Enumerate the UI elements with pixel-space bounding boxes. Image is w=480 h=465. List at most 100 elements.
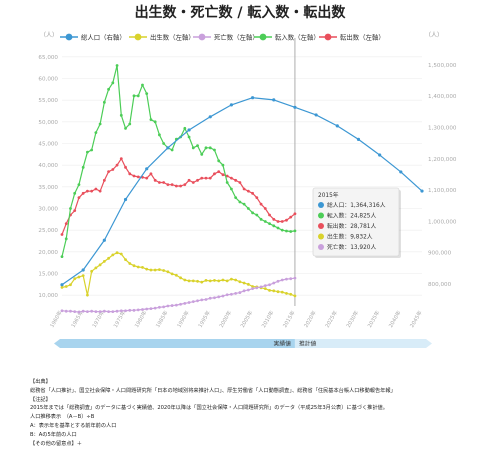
data-point [208,146,212,150]
data-point [263,207,267,210]
data-point [255,213,259,217]
data-point [132,264,136,268]
data-point [149,118,153,122]
legend-swatch-dot [324,33,332,41]
gridlines [62,56,422,296]
data-point [60,233,64,236]
data-point [158,268,161,271]
data-point [115,163,119,167]
data-point [115,251,119,255]
data-point [145,267,149,271]
x-tick-label: 2035年 [365,309,381,329]
data-point [81,309,85,313]
data-point [107,170,110,174]
notes-section: 【出典】 総務省「人口推計」、国立社会保障・人口問題研究所「日本の地域別将来推計… [30,378,470,448]
right-axis-unit: （人） [425,32,443,39]
data-point [200,280,204,284]
data-point [149,268,153,272]
data-point [162,142,166,145]
data-point [230,187,233,191]
x-tick-label: 1980年 [132,309,148,329]
x-tick-label: 1995年 [196,309,212,329]
data-point [145,167,149,171]
data-point [179,184,182,188]
data-point [115,64,119,67]
data-point [285,229,288,233]
data-point [107,87,110,91]
data-point [73,191,77,195]
data-point [225,174,229,178]
right-tick-label: 1,100,000 [428,188,457,194]
tooltip-dot [318,233,324,240]
data-point [136,94,140,98]
data-point [285,218,288,222]
data-point [242,289,246,293]
data-point [69,283,72,287]
data-point [187,135,191,139]
data-point [119,113,123,117]
data-point [204,176,208,180]
data-point [149,307,153,310]
data-point [77,310,81,314]
data-point [259,285,263,289]
data-point [272,224,276,228]
data-point [124,165,127,169]
x-tick-label: 2045年 [408,309,424,329]
data-point [128,262,132,265]
data-point [259,202,263,206]
data-point [268,222,271,226]
data-point [123,197,128,202]
data-point [98,310,102,314]
more-notes-toggle[interactable]: 【その他の留意点】＋ [30,440,82,447]
data-point [251,285,254,288]
data-point [64,309,68,313]
data-point [111,310,115,314]
data-point [251,191,254,195]
data-point [229,103,234,107]
data-point [191,279,195,283]
x-tick-label: 2030年 [344,309,360,329]
data-point [293,276,297,280]
data-point [242,202,246,206]
data-point [378,153,382,157]
data-point [86,189,89,193]
left-tick-label: 35,000 [38,185,58,191]
data-point [213,279,216,282]
data-point [64,285,68,288]
data-point [276,226,280,230]
data-point [102,178,106,182]
data-point [356,137,361,141]
data-point [289,292,293,296]
data-point [217,279,221,283]
data-point [213,172,216,176]
x-tick-label: 2015年 [281,309,297,329]
data-point [81,268,85,272]
data-point [158,305,161,309]
data-point [250,96,255,100]
data-point [153,120,157,124]
data-point [242,281,246,285]
data-point [64,237,68,241]
legend-swatch-dot [259,33,267,41]
data-point [251,287,254,291]
data-point [183,278,187,282]
data-point [69,309,72,313]
data-point [166,146,170,150]
data-point [225,293,229,297]
x-tick-label: 1990年 [175,309,191,329]
formula-text: 人口推移表示 （A－B）÷B [30,414,95,421]
data-point [77,183,81,187]
data-point [314,113,318,117]
data-point [293,229,297,233]
data-point [132,94,136,98]
x-tick-label: 2020年 [302,309,318,329]
data-point [73,310,77,314]
data-point [102,100,106,104]
legend-label: 総人口（右軸） [81,33,126,42]
data-point [204,146,208,150]
data-point [102,259,106,263]
data-point [246,207,250,210]
right-axis-ticks: 800,000 900,000 1,000,000 1,100,000 1,200,00… [428,63,457,288]
data-point [98,189,102,193]
data-point [420,189,424,193]
